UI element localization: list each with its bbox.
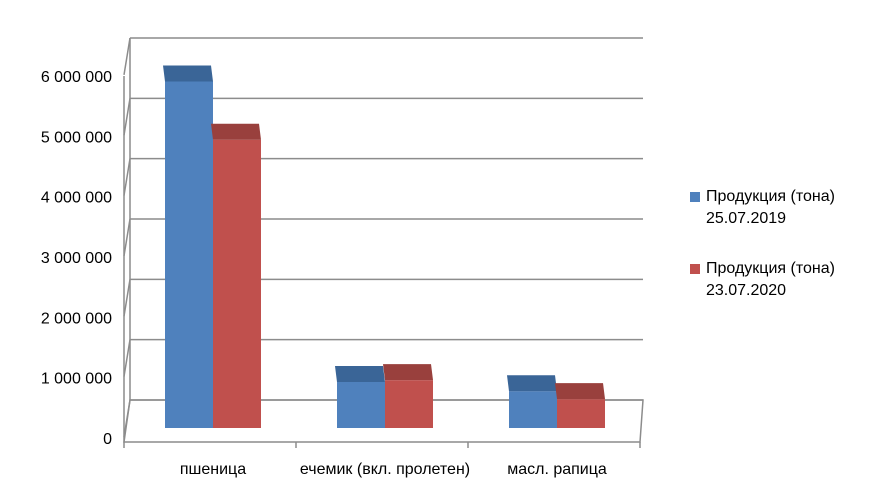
axes xyxy=(123,38,644,448)
bar xyxy=(509,391,557,428)
y-tick-label: 1 000 000 xyxy=(41,371,112,388)
category-label: масл. рапица xyxy=(507,461,607,478)
gridline-side xyxy=(123,37,131,76)
bar-top xyxy=(335,366,385,382)
y-tick-label: 0 xyxy=(103,431,112,448)
gridline-side xyxy=(123,158,131,196)
y-tick-label: 2 000 000 xyxy=(41,310,112,327)
bar xyxy=(557,399,605,428)
legend-swatch-2019 xyxy=(690,192,700,202)
bar-top xyxy=(211,123,261,140)
category-labels: пшеница ечемик (вкл. пролетен) масл. рапиц… xyxy=(180,461,607,478)
gridline-side xyxy=(123,339,131,377)
legend-swatch-2020 xyxy=(690,264,700,274)
y-tick-label: 6 000 000 xyxy=(41,69,112,86)
bar-top xyxy=(555,383,605,400)
bars xyxy=(163,65,605,428)
y-tick-label: 3 000 000 xyxy=(41,250,112,267)
category-label: ечемик (вкл. пролетен) xyxy=(300,461,470,478)
legend-label-2020-line2: 23.07.2020 xyxy=(706,282,787,299)
bar-top xyxy=(163,65,213,82)
legend-label-2020-line1: Продукция (тона) xyxy=(706,260,835,277)
category-label: пшеница xyxy=(180,461,246,478)
gridline-side xyxy=(123,279,131,317)
y-tick-label: 4 000 000 xyxy=(41,190,112,207)
gridline-side xyxy=(123,218,131,257)
bar-top xyxy=(507,375,557,392)
legend: Продукция (тона) 25.07.2019 Продукция (т… xyxy=(690,186,875,330)
gridline-side xyxy=(123,98,131,136)
legend-label-2019-line2: 25.07.2019 xyxy=(706,210,787,227)
y-tick-label: 5 000 000 xyxy=(41,129,112,146)
bar xyxy=(385,380,433,428)
y-tick-labels: 0 1 000 000 2 000 000 3 000 000 4 000 000 5 0… xyxy=(41,69,112,448)
bar xyxy=(213,139,261,428)
bar xyxy=(337,382,385,428)
bar-top xyxy=(383,364,433,381)
legend-item-2019: Продукция (тона) 25.07.2019 xyxy=(690,186,875,230)
bar xyxy=(165,81,213,428)
legend-item-2020: Продукция (тона) 23.07.2020 xyxy=(690,258,875,302)
legend-label-2019-line1: Продукция (тона) xyxy=(706,188,835,205)
